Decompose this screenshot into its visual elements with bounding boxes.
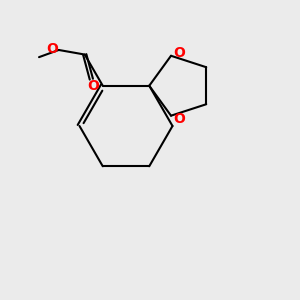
Text: O: O [46, 42, 58, 56]
Text: O: O [173, 46, 185, 60]
Text: O: O [173, 112, 185, 126]
Text: O: O [87, 79, 99, 93]
